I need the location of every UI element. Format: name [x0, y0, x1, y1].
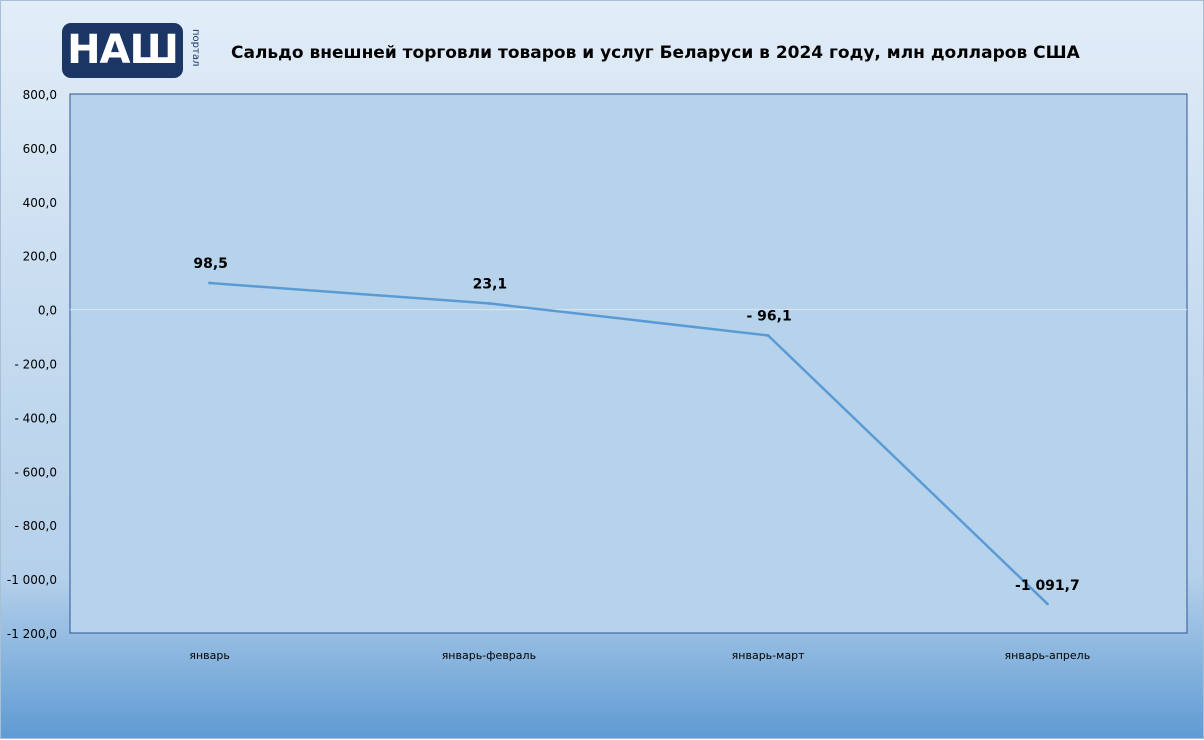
chart-title: Сальдо внешней торговли товаров и услуг …: [231, 43, 1080, 63]
y-tick-label: - 400,0: [15, 411, 58, 425]
data-point: [208, 281, 212, 285]
y-tick-label: 800,0: [23, 88, 57, 102]
y-tick-label: 600,0: [23, 142, 57, 156]
y-tick-label: -1 200,0: [7, 627, 57, 641]
nash-portal-logo: НАШ: [62, 23, 183, 78]
data-label: 98,5: [193, 256, 228, 272]
series-line: [209, 281, 1049, 605]
plot-area: [69, 93, 1188, 634]
x-tick-label: январь: [189, 649, 230, 662]
logo-text: НАШ: [67, 27, 179, 73]
data-point: [766, 333, 770, 337]
y-tick-label: - 800,0: [15, 519, 58, 533]
y-tick-label: 0,0: [38, 304, 57, 318]
y-tick-label: - 600,0: [15, 465, 58, 479]
x-tick-label: январь-апрель: [1005, 649, 1091, 662]
y-tick-label: 200,0: [23, 250, 57, 264]
x-tick-label: январь-март: [732, 649, 805, 662]
data-label: 23,1: [473, 276, 508, 292]
data-label: - 96,1: [747, 308, 792, 324]
data-point: [1045, 602, 1049, 606]
y-tick-label: -1 000,0: [7, 573, 57, 587]
data-point: [487, 301, 491, 305]
x-tick-label: январь-февраль: [442, 649, 536, 662]
y-tick-label: - 200,0: [15, 358, 58, 372]
y-tick-label: 400,0: [23, 196, 57, 210]
data-label: -1 091,7: [1015, 578, 1080, 594]
